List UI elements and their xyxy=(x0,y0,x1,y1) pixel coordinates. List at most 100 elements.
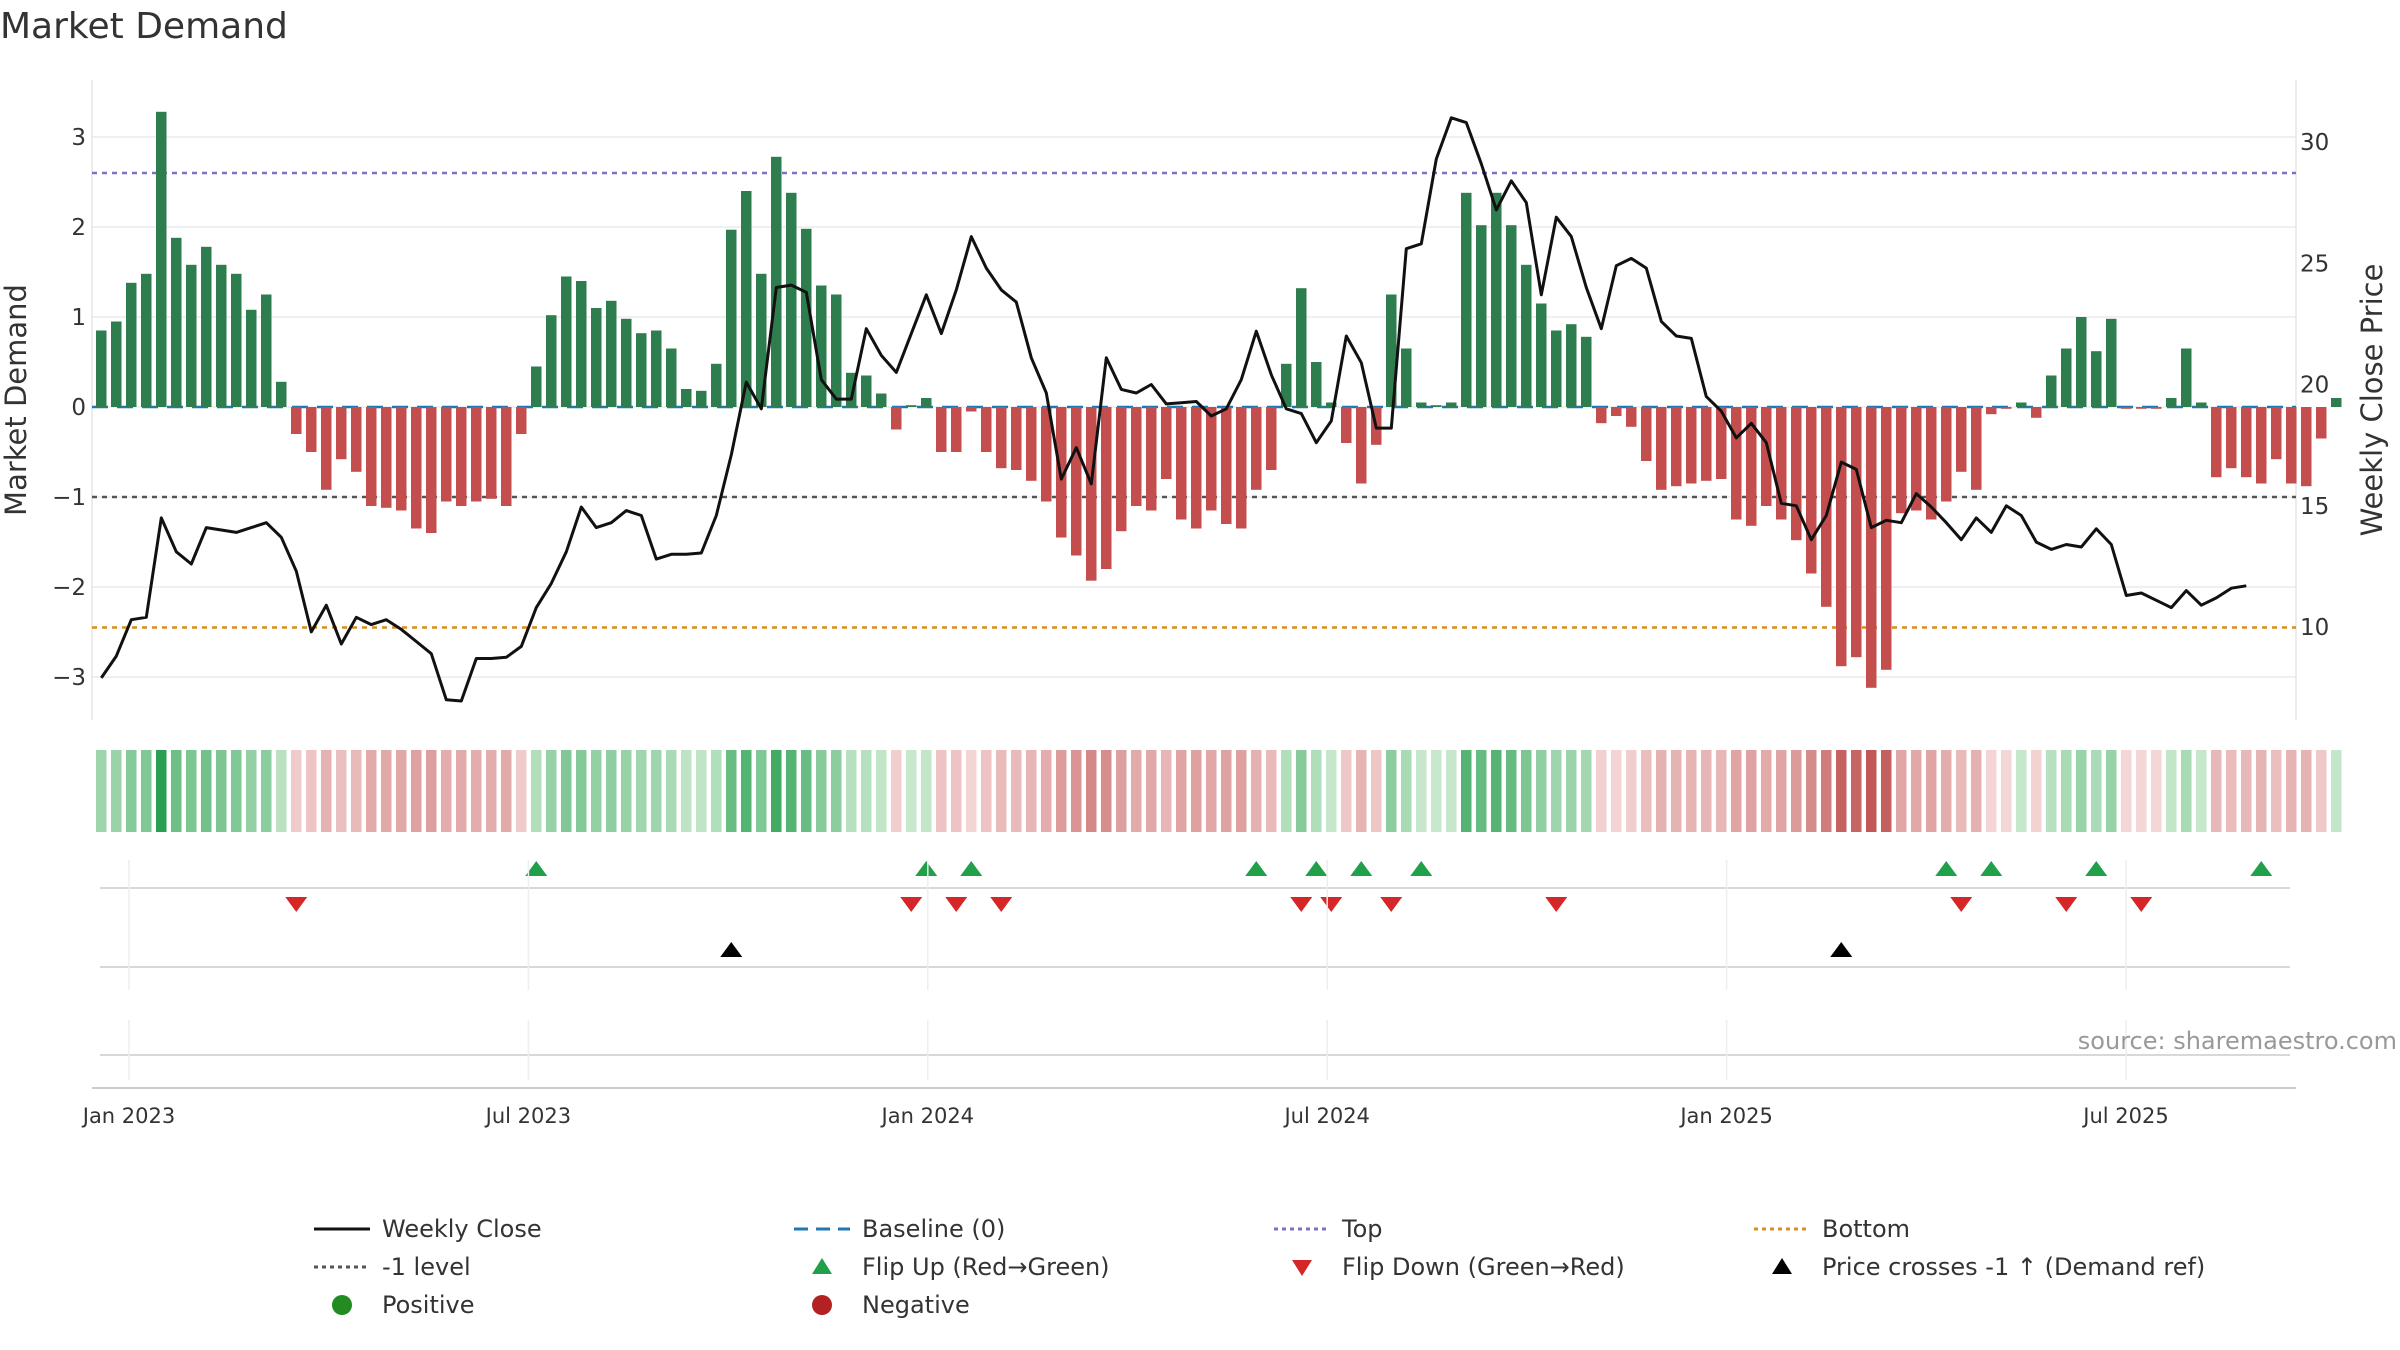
positive-bar xyxy=(1551,330,1562,407)
left-tick-label: 2 xyxy=(71,215,86,241)
heat-cell xyxy=(2091,750,2102,832)
heat-cell xyxy=(651,750,662,832)
heat-cell xyxy=(2181,750,2192,832)
positive-bar xyxy=(2076,317,2087,407)
heat-cell xyxy=(921,750,932,832)
negative-bar xyxy=(981,407,992,452)
positive-bar xyxy=(1461,192,1472,407)
heat-cell xyxy=(636,750,647,832)
flip-up-marker xyxy=(1980,861,2003,876)
flip-down-marker xyxy=(2130,897,2153,912)
heat-cell xyxy=(2301,750,2312,832)
triangle-down-icon xyxy=(1292,1260,1312,1276)
positive-bar xyxy=(126,282,137,407)
weekly-close-line-group xyxy=(100,116,2247,703)
positive-bar xyxy=(2061,348,2072,407)
positive-bar xyxy=(831,294,842,407)
positive-bar xyxy=(111,321,122,407)
positive-bar xyxy=(1476,225,1487,407)
positive-bar xyxy=(2046,375,2057,407)
heat-cell xyxy=(2286,750,2297,832)
heat-cell xyxy=(1416,750,1427,832)
heat-cell xyxy=(1596,750,1607,832)
right-tick-label: 30 xyxy=(2300,130,2329,156)
heat-cell xyxy=(2271,750,2282,832)
positive-bar xyxy=(2106,318,2117,407)
positive-bar xyxy=(576,281,587,407)
negative-bar xyxy=(366,407,377,506)
heat-cell xyxy=(1116,750,1127,832)
triangle-up-icon xyxy=(1772,1258,1792,1274)
signal-markers xyxy=(285,861,2273,957)
positive-bar xyxy=(726,229,737,407)
heat-cell xyxy=(2121,750,2132,832)
negative-bar xyxy=(2241,407,2252,478)
negative-bar xyxy=(1146,407,1157,511)
heat-cell xyxy=(1506,750,1517,832)
heat-cell xyxy=(876,750,887,832)
heat-cell xyxy=(666,750,677,832)
negative-bar xyxy=(321,407,332,490)
heat-cell xyxy=(2001,750,2012,832)
negative-bar xyxy=(1761,407,1772,506)
positive-bar xyxy=(1401,348,1412,407)
negative-bar xyxy=(2286,407,2297,484)
positive-bar xyxy=(1311,362,1322,407)
heat-cell xyxy=(906,750,917,832)
heat-cell xyxy=(546,750,557,832)
heat-cell xyxy=(1401,750,1412,832)
triangle-up-icon xyxy=(812,1258,832,1274)
chart-title: Market Demand xyxy=(0,6,288,47)
flip-up-marker xyxy=(1410,861,1433,876)
negative-bar xyxy=(1896,407,1907,514)
heat-cell xyxy=(1881,750,1892,832)
heat-cell xyxy=(1686,750,1697,832)
legend-label-price-cross: Price crosses -1 ↑ (Demand ref) xyxy=(1822,1253,2206,1281)
positive-bar xyxy=(636,333,647,407)
positive-bar xyxy=(591,308,602,407)
positive-bar xyxy=(1431,405,1442,407)
negative-bar xyxy=(2121,407,2132,409)
negative-bar xyxy=(1011,407,1022,470)
heat-cell xyxy=(381,750,392,832)
x-tick-label: Jan 2025 xyxy=(1678,1104,1773,1128)
heat-cell xyxy=(966,750,977,832)
flip-down-marker xyxy=(990,897,1013,912)
heat-cell xyxy=(891,750,902,832)
positive-bar xyxy=(816,285,827,407)
heat-cell xyxy=(996,750,1007,832)
heat-cell xyxy=(1371,750,1382,832)
heat-cell xyxy=(726,750,737,832)
heat-cell xyxy=(1896,750,1907,832)
right-tick-label: 25 xyxy=(2300,251,2329,277)
heat-cell xyxy=(576,750,587,832)
heat-cell xyxy=(1536,750,1547,832)
heat-cell xyxy=(696,750,707,832)
flip-down-marker xyxy=(945,897,968,912)
heat-cell xyxy=(816,750,827,832)
negative-bar xyxy=(1251,407,1262,490)
heat-cell xyxy=(741,750,752,832)
positive-bar xyxy=(216,264,227,407)
positive-bar xyxy=(2016,402,2027,407)
price-cross-marker xyxy=(720,942,743,957)
dotted-line-icon xyxy=(1274,1227,1330,1231)
heat-cell xyxy=(561,750,572,832)
legend-item-positive: Positive xyxy=(300,1286,475,1324)
heat-cell xyxy=(411,750,422,832)
positive-bar xyxy=(2331,398,2342,407)
negative-bar xyxy=(501,407,512,506)
heat-cell xyxy=(516,750,527,832)
heat-cell xyxy=(231,750,242,832)
heat-cell xyxy=(1011,750,1022,832)
x-tick-label: Jul 2023 xyxy=(484,1104,571,1128)
heat-cell xyxy=(336,750,347,832)
negative-bar xyxy=(1206,407,1217,511)
right-axis-label: Weekly Close Price xyxy=(2355,264,2389,537)
heat-cell xyxy=(681,750,692,832)
heat-cell xyxy=(276,750,287,832)
flip-up-marker xyxy=(1245,861,1268,876)
heat-cell xyxy=(1986,750,1997,832)
left-tick-label: 3 xyxy=(71,125,86,151)
negative-bar xyxy=(1086,407,1097,581)
